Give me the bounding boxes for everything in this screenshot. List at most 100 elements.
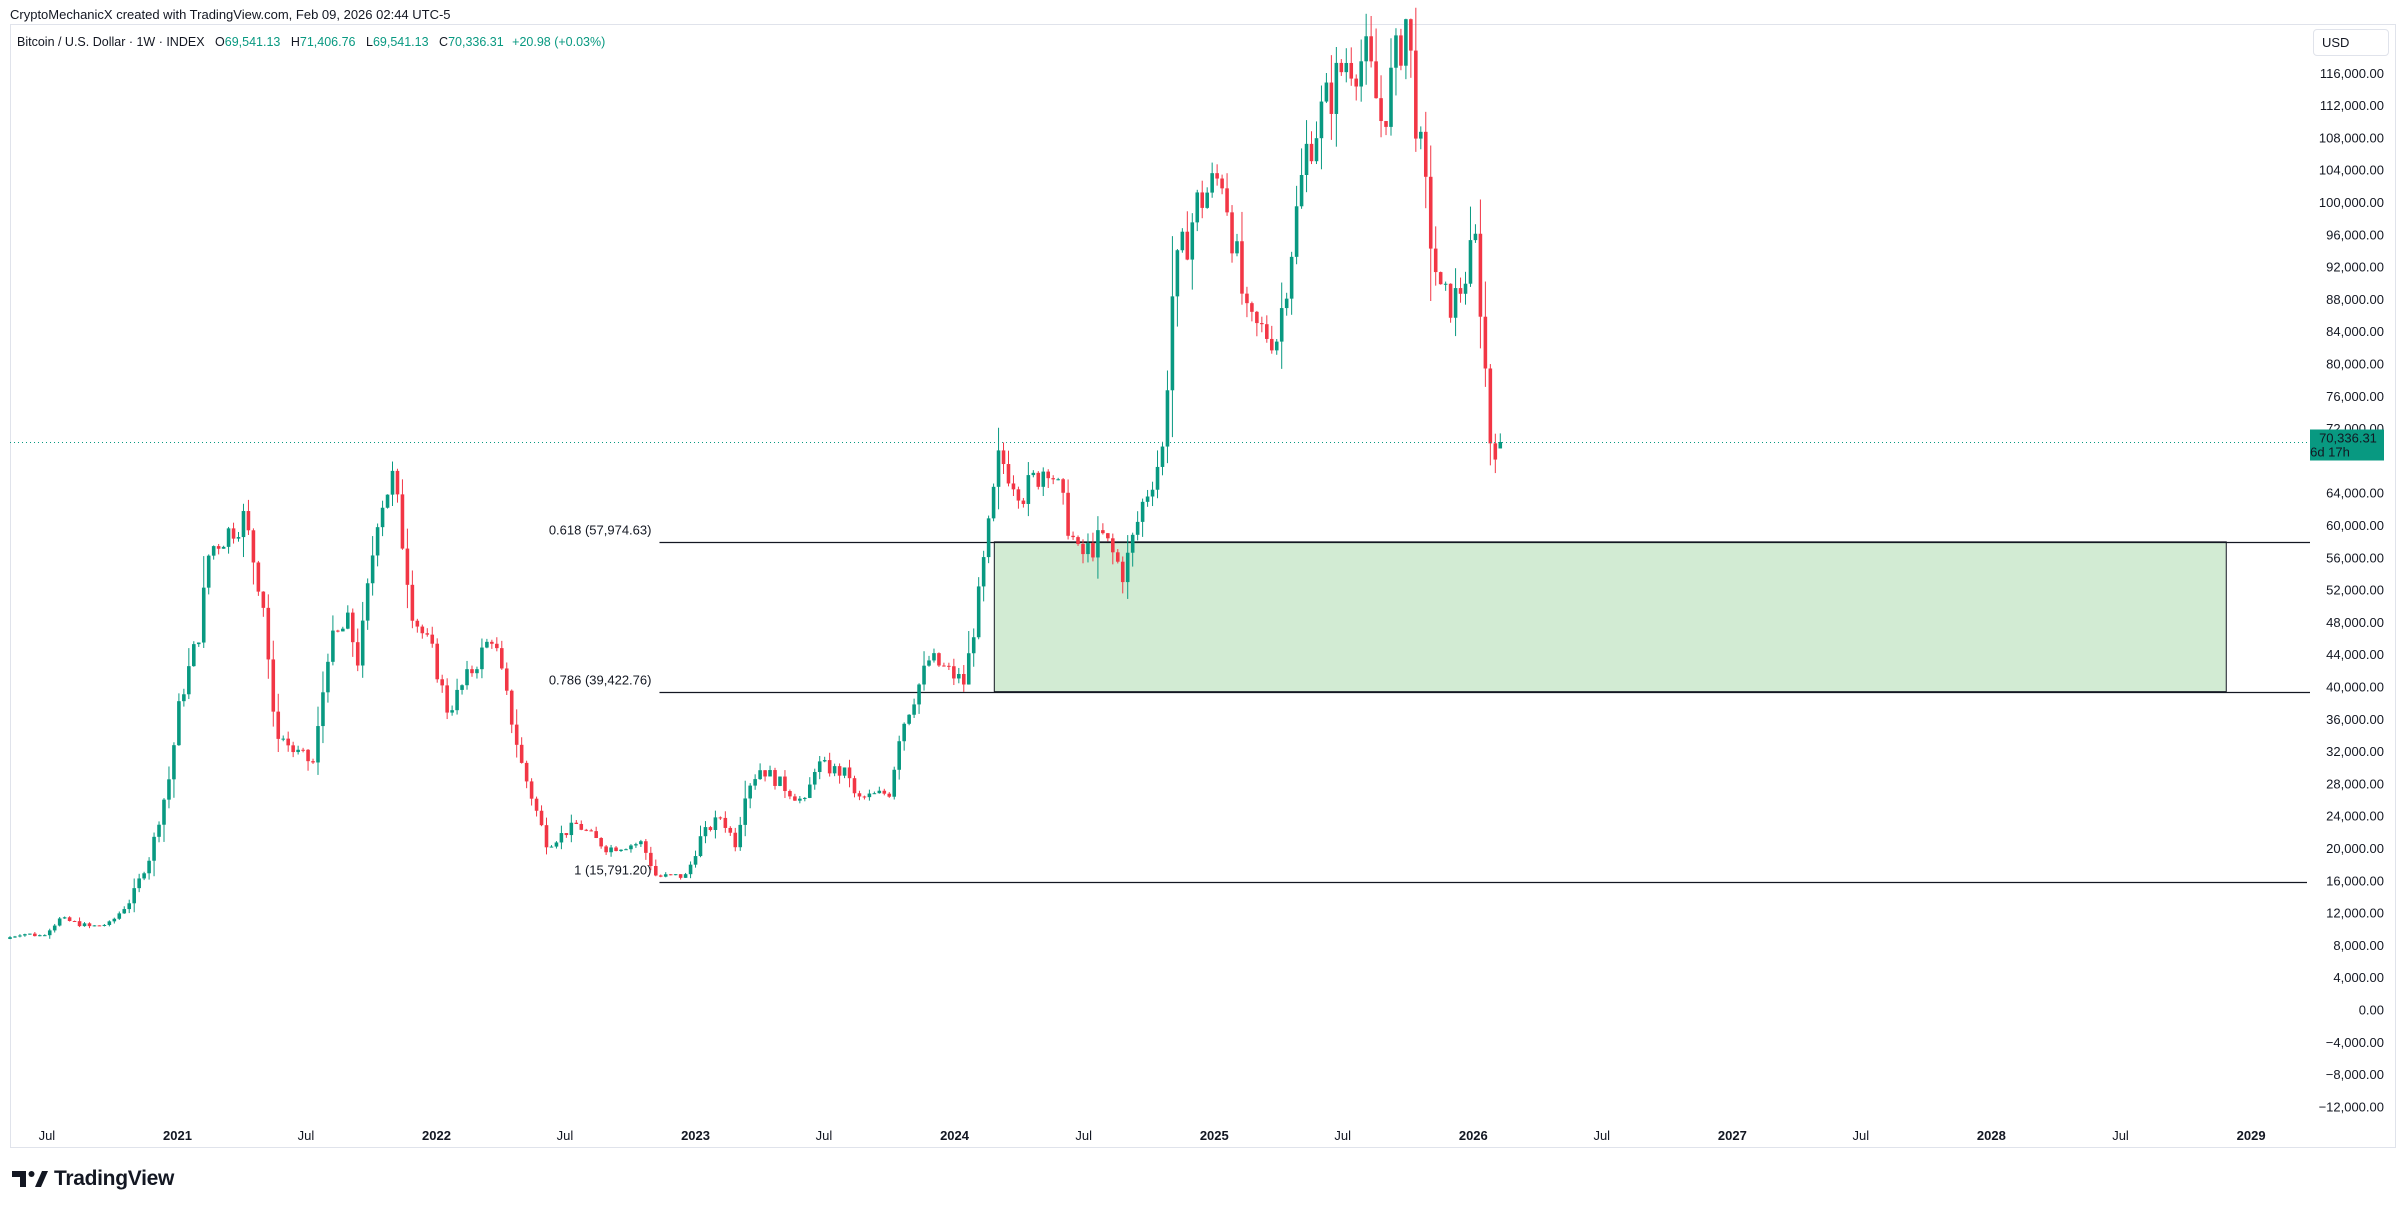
candle-body[interactable] xyxy=(584,829,589,831)
candle-body[interactable] xyxy=(609,847,613,853)
candle-body[interactable] xyxy=(410,584,415,621)
candle-body[interactable] xyxy=(281,738,286,740)
candle-body[interactable] xyxy=(1294,206,1299,257)
candle-body[interactable] xyxy=(1066,492,1070,536)
candle-body[interactable] xyxy=(1106,533,1110,539)
candle-body[interactable] xyxy=(728,827,733,833)
candle-body[interactable] xyxy=(658,875,663,877)
candle-body[interactable] xyxy=(107,921,112,925)
candle-body[interactable] xyxy=(1036,472,1041,487)
candle-body[interactable] xyxy=(1071,535,1075,538)
candle-body[interactable] xyxy=(634,844,638,846)
candle-body[interactable] xyxy=(370,555,375,584)
candle-body[interactable] xyxy=(425,633,430,635)
candle-body[interactable] xyxy=(137,878,141,889)
candle-body[interactable] xyxy=(8,937,12,939)
candle-body[interactable] xyxy=(1230,212,1234,254)
candle-body[interactable] xyxy=(966,653,971,685)
candle-body[interactable] xyxy=(1021,500,1026,504)
candle-body[interactable] xyxy=(579,823,584,830)
candle-body[interactable] xyxy=(13,936,17,938)
candle-body[interactable] xyxy=(1329,82,1334,114)
candle-body[interactable] xyxy=(1265,324,1269,339)
candle-body[interactable] xyxy=(38,935,42,937)
candle-body[interactable] xyxy=(321,692,325,727)
candle-body[interactable] xyxy=(832,766,837,774)
candle-body[interactable] xyxy=(127,903,132,910)
candle-body[interactable] xyxy=(23,934,27,936)
candle-body[interactable] xyxy=(57,918,62,926)
candle-body[interactable] xyxy=(1438,272,1443,285)
candle-body[interactable] xyxy=(102,924,107,926)
candle-body[interactable] xyxy=(147,860,151,874)
candle-body[interactable] xyxy=(1026,475,1031,504)
candle-body[interactable] xyxy=(971,637,976,654)
candle-body[interactable] xyxy=(1076,537,1080,545)
candle-body[interactable] xyxy=(395,470,400,495)
candle-body[interactable] xyxy=(1344,62,1349,73)
candle-body[interactable] xyxy=(569,822,574,836)
candle-body[interactable] xyxy=(897,741,901,770)
candle-body[interactable] xyxy=(1364,36,1368,62)
candle-body[interactable] xyxy=(440,679,444,686)
candle-body[interactable] xyxy=(1195,192,1200,223)
candle-body[interactable] xyxy=(206,555,211,588)
candle-body[interactable] xyxy=(485,641,489,648)
candle-body[interactable] xyxy=(82,923,87,927)
candle-body[interactable] xyxy=(360,620,365,666)
candle-body[interactable] xyxy=(246,511,251,531)
candle-body[interactable] xyxy=(375,527,380,556)
candle-body[interactable] xyxy=(1111,538,1115,553)
candle-body[interactable] xyxy=(1379,98,1383,122)
candle-body[interactable] xyxy=(693,856,698,865)
candle-body[interactable] xyxy=(947,665,951,667)
candle-body[interactable] xyxy=(1120,561,1125,583)
candle-body[interactable] xyxy=(306,749,310,762)
candle-body[interactable] xyxy=(1428,176,1433,249)
candle-body[interactable] xyxy=(33,933,37,937)
candle-body[interactable] xyxy=(1384,121,1388,127)
candle-body[interactable] xyxy=(688,864,693,875)
candle-body[interactable] xyxy=(192,644,196,667)
candle-body[interactable] xyxy=(1289,256,1294,299)
candle-body[interactable] xyxy=(1046,471,1051,479)
candle-body[interactable] xyxy=(1101,530,1105,534)
candle-body[interactable] xyxy=(793,796,797,801)
candle-body[interactable] xyxy=(614,847,618,852)
candle-body[interactable] xyxy=(549,846,554,848)
candle-body[interactable] xyxy=(996,450,1001,487)
candle-body[interactable] xyxy=(1145,496,1150,502)
candle-body[interactable] xyxy=(1359,61,1363,87)
candle-body[interactable] xyxy=(892,769,897,797)
candle-body[interactable] xyxy=(559,833,564,843)
candle-body[interactable] xyxy=(514,724,519,745)
candle-body[interactable] xyxy=(1220,178,1224,189)
candle-body[interactable] xyxy=(1096,530,1100,558)
candle-body[interactable] xyxy=(683,874,688,878)
candle-body[interactable] xyxy=(544,825,549,848)
candle-body[interactable] xyxy=(912,704,916,715)
candle-body[interactable] xyxy=(435,643,440,680)
candle-body[interactable] xyxy=(1031,472,1036,476)
candle-body[interactable] xyxy=(117,913,122,919)
candle-body[interactable] xyxy=(1399,35,1403,66)
candle-body[interactable] xyxy=(1135,521,1140,535)
candle-body[interactable] xyxy=(167,779,171,800)
candle-body[interactable] xyxy=(1389,67,1393,127)
candle-body[interactable] xyxy=(649,852,653,866)
candle-body[interactable] xyxy=(460,685,464,690)
candle-body[interactable] xyxy=(1463,283,1468,294)
candle-body[interactable] xyxy=(1260,323,1264,325)
candle-body[interactable] xyxy=(504,668,509,691)
candle-body[interactable] xyxy=(788,791,792,797)
candle-body[interactable] xyxy=(524,762,529,782)
candle-body[interactable] xyxy=(1130,534,1135,553)
candle-body[interactable] xyxy=(1235,241,1239,254)
candle-body[interactable] xyxy=(92,925,97,927)
candle-body[interactable] xyxy=(1304,143,1309,175)
candle-body[interactable] xyxy=(902,723,906,742)
candle-body[interactable] xyxy=(400,494,405,549)
candle-body[interactable] xyxy=(1140,501,1145,522)
candle-body[interactable] xyxy=(698,836,703,857)
